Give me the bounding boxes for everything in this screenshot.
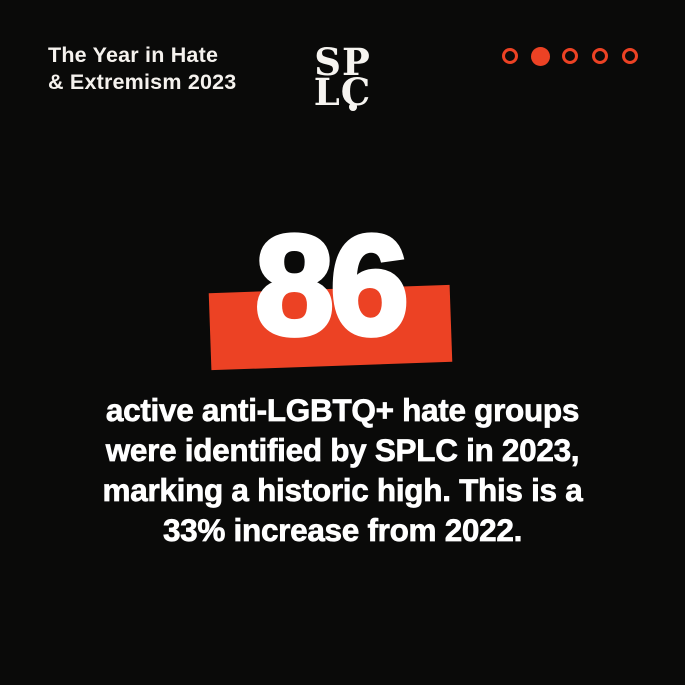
splc-logo-line1: SP bbox=[314, 40, 371, 84]
pagination-dot-cell bbox=[615, 46, 645, 66]
pagination-dots bbox=[495, 46, 645, 66]
stat-description-line: marking a historic high. This is a bbox=[102, 472, 583, 509]
splc-logo-line2: LC bbox=[313, 70, 372, 114]
stat-description-line: active anti-LGBTQ+ hate groups bbox=[105, 392, 580, 429]
pagination-dot bbox=[562, 48, 578, 64]
splc-logo: SP LC bbox=[0, 40, 685, 114]
pagination-dot-cell bbox=[525, 46, 555, 66]
pagination-dot-cell bbox=[585, 46, 615, 66]
pagination-dot-active bbox=[530, 46, 550, 66]
pagination-dot bbox=[592, 48, 608, 64]
pagination-dot bbox=[622, 48, 638, 64]
page-title-line2: & Extremism 2023 bbox=[48, 70, 237, 94]
pagination-dot bbox=[502, 48, 518, 64]
page-title: The Year in Hate & Extremism 2023 bbox=[48, 42, 236, 96]
stat-value: 86 bbox=[253, 206, 412, 365]
stat-description: active anti-LGBTQ+ hate groups were iden… bbox=[0, 390, 685, 550]
pagination-dot-cell bbox=[495, 46, 525, 66]
pagination-dot-cell bbox=[555, 46, 585, 66]
stat-description-line: 33% increase from 2022. bbox=[162, 512, 523, 549]
page-title-line1: The Year in Hate bbox=[48, 43, 219, 67]
splc-logo-period-icon bbox=[349, 103, 357, 111]
stat-description-line: were identified by SPLC in 2023, bbox=[105, 432, 580, 469]
